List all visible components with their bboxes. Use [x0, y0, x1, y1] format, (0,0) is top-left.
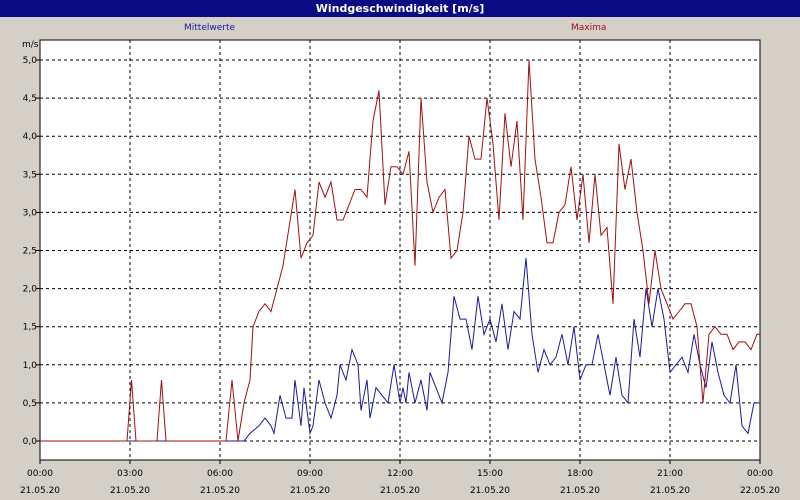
- series-line-maxima: [40, 59, 760, 442]
- x-tick-date: 21.05.20: [290, 486, 330, 496]
- x-tick-label: 03:00: [117, 469, 143, 479]
- y-tick-label: 2,0: [23, 285, 38, 295]
- x-tick-date: 21.05.20: [20, 486, 60, 496]
- y-axis-unit: m/s: [22, 40, 39, 50]
- y-tick-label: 3,0: [23, 208, 38, 218]
- x-tick-label: 00:00: [747, 469, 773, 479]
- x-tick-date: 21.05.20: [380, 486, 420, 496]
- y-tick-label: 4,0: [23, 132, 38, 142]
- x-tick-label: 00:00: [27, 469, 53, 479]
- x-tick-label: 21:00: [657, 469, 683, 479]
- x-tick-label: 06:00: [207, 469, 233, 479]
- x-tick-date: 22.05.20: [740, 486, 780, 496]
- x-tick-label: 12:00: [387, 469, 413, 479]
- legend-maxima: Maxima: [571, 23, 607, 33]
- x-tick-date: 21.05.20: [560, 486, 600, 496]
- y-tick-label: 1,0: [23, 361, 38, 371]
- x-tick-label: 09:00: [297, 469, 323, 479]
- x-tick-label: 15:00: [477, 469, 503, 479]
- y-tick-label: 2,5: [23, 247, 37, 257]
- y-tick-label: 5,0: [23, 56, 38, 66]
- x-tick-date: 21.05.20: [470, 486, 510, 496]
- x-tick-date: 21.05.20: [200, 486, 240, 496]
- x-tick-label: 18:00: [567, 469, 593, 479]
- y-tick-label: 0,0: [23, 437, 38, 447]
- y-tick-label: 4,5: [23, 94, 37, 104]
- series-line-mittelwerte: [40, 258, 760, 442]
- x-tick-date: 21.05.20: [110, 486, 150, 496]
- window-title: Windgeschwindigkeit [m/s]: [0, 0, 800, 17]
- y-tick-label: 3,5: [23, 170, 37, 180]
- x-tick-date: 21.05.20: [650, 486, 690, 496]
- y-tick-label: 0,5: [23, 399, 37, 409]
- legend-mittelwerte: Mittelwerte: [184, 23, 236, 33]
- y-tick-label: 1,5: [23, 323, 37, 333]
